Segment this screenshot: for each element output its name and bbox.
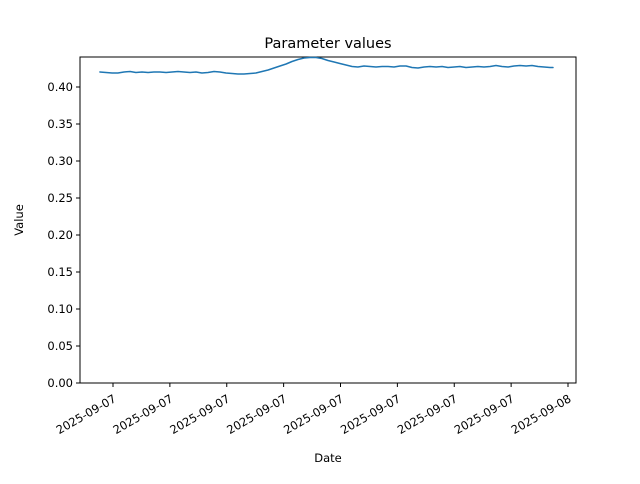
y-tick-label: 0.25 (47, 191, 73, 205)
plot-area: 0.00 0.05 0.10 0.15 0.20 0.25 0.30 0.35 0.40 2025… (47, 56, 574, 437)
y-tick-label: 0.35 (47, 117, 73, 131)
chart-title: Parameter values (264, 36, 391, 52)
y-tick-label: 0.20 (47, 228, 73, 242)
x-tick-label: 2025-09-07 (224, 391, 289, 437)
y-tick-label: 0.10 (47, 302, 73, 316)
x-tick-label: 2025-09-07 (395, 391, 460, 437)
x-axis-label: Date (314, 451, 342, 465)
x-tick-label: 2025-09-07 (110, 391, 175, 437)
x-tick-label: 2025-09-07 (452, 391, 517, 437)
x-tick-label: 2025-09-07 (54, 391, 119, 437)
axes-frame (79, 56, 577, 384)
x-tick-label: 2025-09-07 (338, 391, 403, 437)
x-tick-label: 2025-09-07 (167, 391, 232, 437)
x-tick-label: 2025-09-08 (509, 391, 574, 437)
y-tick-label: 0.40 (47, 80, 73, 94)
y-tick-label: 0.30 (47, 154, 73, 168)
y-tick-label: 0.05 (47, 339, 73, 353)
y-tick-label: 0.00 (47, 376, 73, 390)
plot-line (99, 56, 554, 75)
y-axis-label: Value (12, 204, 26, 236)
x-tick-label: 2025-09-07 (281, 391, 346, 437)
y-tick-label: 0.15 (47, 265, 73, 279)
